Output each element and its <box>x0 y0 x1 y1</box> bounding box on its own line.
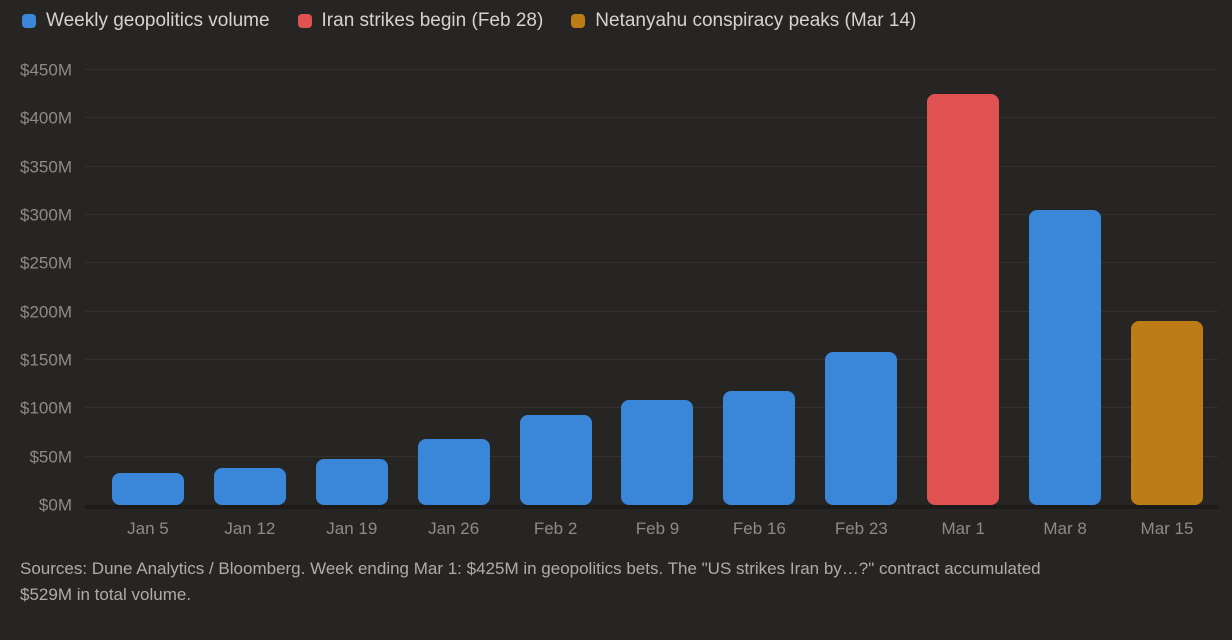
gridline-150 <box>85 359 1218 361</box>
y-axis-tick-label: $350M <box>20 157 72 177</box>
bar-slot <box>97 70 199 505</box>
legend-label: Netanyahu conspiracy peaks (Mar 14) <box>595 9 917 31</box>
bar-slot <box>810 70 912 505</box>
bar-jan-19 <box>315 458 388 505</box>
legend: Weekly geopolitics volume Iran strikes b… <box>0 0 1232 31</box>
bar-slot <box>301 70 403 505</box>
legend-item-iran-strikes: Iran strikes begin (Feb 28) <box>297 9 544 32</box>
source-note-line-2: $529M in total volume. <box>20 584 192 604</box>
x-axis-tick-label: Feb 2 <box>533 519 578 538</box>
legend-label: Weekly geopolitics volume <box>46 9 270 31</box>
legend-item-netanyahu-conspiracy: Netanyahu conspiracy peaks (Mar 14) <box>571 10 916 32</box>
y-axis-tick-label: $50M <box>29 447 72 467</box>
gridline-350 <box>85 165 1218 167</box>
gridline-300 <box>85 214 1218 216</box>
bar-jan-12 <box>213 468 286 505</box>
y-axis-tick-label: $0M <box>38 495 72 515</box>
x-axis-tick-label: Feb 23 <box>834 519 888 538</box>
x-axis-tick-label: Feb 16 <box>732 519 786 538</box>
bar-feb-23 <box>825 352 898 505</box>
y-axis-tick-label: $200M <box>20 302 72 322</box>
bar-jan-26 <box>417 439 490 505</box>
x-axis-tick-label: Jan 12 <box>224 519 276 538</box>
x-axis-tick-label: Mar 8 <box>1043 519 1087 538</box>
legend-item-weekly-volume: Weekly geopolitics volume <box>22 10 270 32</box>
x-axis-tick-label: Jan 26 <box>428 519 480 538</box>
x-axis-tick-label: Mar 1 <box>941 519 985 538</box>
y-axis-tick-label: $150M <box>20 350 72 370</box>
bar-slot <box>403 70 505 505</box>
gridline-250 <box>85 262 1218 264</box>
legend-swatch-blue <box>22 13 36 28</box>
bars-container <box>97 70 1218 505</box>
bar-slot <box>1014 70 1116 505</box>
bar-feb-9 <box>621 399 694 505</box>
bar-mar-1 <box>927 94 1000 505</box>
bar-slot <box>708 70 810 505</box>
bar-slot <box>199 70 301 505</box>
bar-mar-8 <box>1029 210 1102 505</box>
legend-swatch-red <box>297 13 312 28</box>
bar-slot <box>912 70 1014 505</box>
gridline-450 <box>85 69 1218 70</box>
x-axis-tick-label: Feb 9 <box>635 519 680 538</box>
source-note-line-1: Sources: Dune Analytics / Bloomberg. Wee… <box>20 559 1041 578</box>
bar-slot <box>1116 70 1218 505</box>
legend-label: Iran strikes begin (Feb 28) <box>321 9 544 31</box>
x-axis-labels: Jan 5 Jan 12 Jan 19 Jan 26 Feb 2 Feb 9 Feb 16 F… <box>97 519 1218 539</box>
legend-swatch-orange <box>571 13 586 28</box>
bar-mar-15 <box>1131 321 1204 505</box>
bar-chart-plot-area: $0M $50M $100M $150M $200M $250M $300M $350M $40… <box>20 62 1218 514</box>
x-axis-tick-label: Jan 19 <box>326 519 378 538</box>
y-axis-tick-label: $250M <box>20 253 72 273</box>
bar-feb-16 <box>723 390 796 505</box>
y-axis-tick-label: $100M <box>20 398 72 418</box>
x-axis-line <box>85 505 1218 509</box>
source-note: Sources: Dune Analytics / Bloomberg. Wee… <box>20 556 1212 607</box>
gridline-400 <box>85 117 1218 119</box>
bar-feb-2 <box>519 415 592 505</box>
bar-slot <box>505 70 607 505</box>
gridline-200 <box>85 310 1218 312</box>
bar-jan-5 <box>111 473 184 505</box>
x-axis-tick-label: Jan 5 <box>127 519 169 538</box>
bar-slot <box>607 70 709 505</box>
y-axis-tick-label: $300M <box>20 205 72 225</box>
y-axis-tick-label: $400M <box>20 108 72 128</box>
x-axis-tick-label: Mar 15 <box>1140 519 1194 538</box>
y-axis-tick-label: $450M <box>20 60 72 80</box>
